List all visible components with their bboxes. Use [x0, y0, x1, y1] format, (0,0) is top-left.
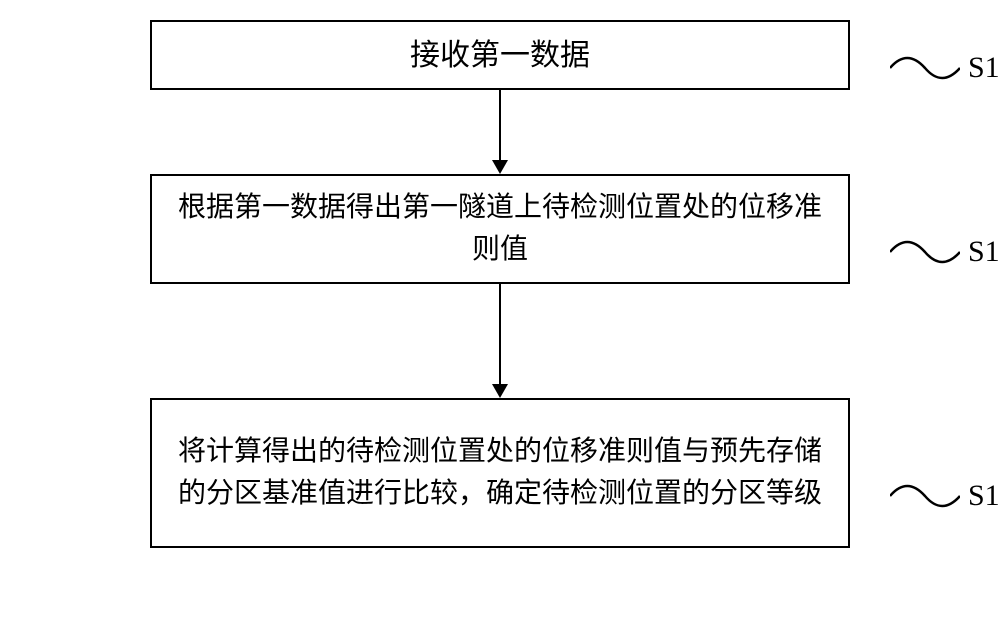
step-1-label-group: S101	[890, 48, 1000, 88]
arrow-1-line	[499, 90, 501, 160]
wave-connector-icon	[890, 232, 960, 272]
step-3-box: 将计算得出的待检测位置处的位移准则值与预先存储的分区基准值进行比较，确定待检测位…	[150, 398, 850, 548]
wave-connector-icon	[890, 48, 960, 88]
arrow-1	[492, 90, 508, 174]
arrow-head-icon	[492, 384, 508, 398]
arrow-head-icon	[492, 160, 508, 174]
step-3-label-group: S103	[890, 476, 1000, 516]
step-1-label: S101	[968, 51, 1000, 85]
step-2-text: 根据第一数据得出第一隧道上待检测位置处的位移准则值	[168, 187, 832, 271]
step-3-label: S103	[968, 479, 1000, 513]
step-2-label-group: S102	[890, 232, 1000, 272]
step-1-container: 接收第一数据 S101	[150, 20, 850, 90]
wave-connector-icon	[890, 476, 960, 516]
step-2-label: S102	[968, 235, 1000, 269]
flowchart-container: 接收第一数据 S101 根据第一数据得出第一隧道上待检测位置处的位移准则值 S1…	[0, 0, 1000, 548]
arrow-2-line	[499, 284, 501, 384]
step-2-container: 根据第一数据得出第一隧道上待检测位置处的位移准则值 S102	[150, 174, 850, 284]
step-3-text: 将计算得出的待检测位置处的位移准则值与预先存储的分区基准值进行比较，确定待检测位…	[168, 431, 832, 515]
arrow-2	[492, 284, 508, 398]
step-1-box: 接收第一数据	[150, 20, 850, 90]
step-3-container: 将计算得出的待检测位置处的位移准则值与预先存储的分区基准值进行比较，确定待检测位…	[150, 398, 850, 548]
step-1-text: 接收第一数据	[410, 33, 590, 78]
step-2-box: 根据第一数据得出第一隧道上待检测位置处的位移准则值	[150, 174, 850, 284]
